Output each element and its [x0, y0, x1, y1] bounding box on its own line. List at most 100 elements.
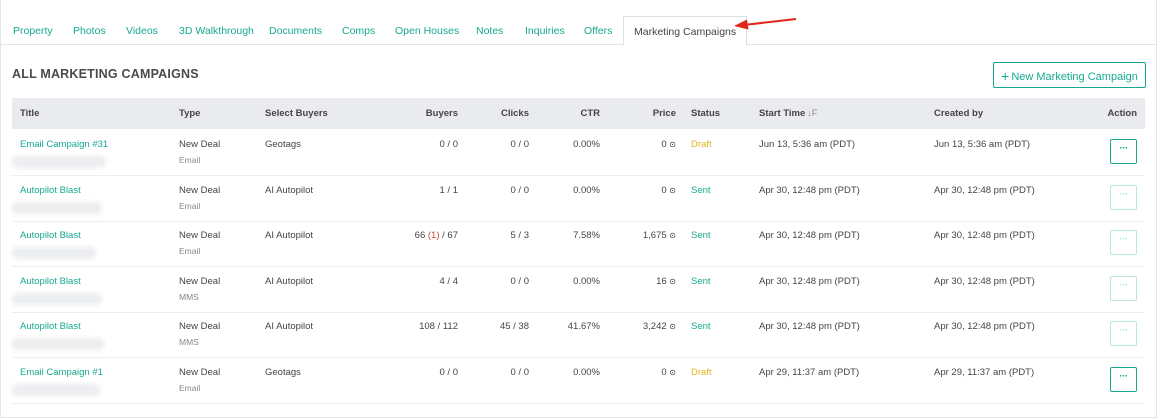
- select-buyers-value: AI Autopilot: [265, 276, 314, 287]
- tab-3d-walkthrough[interactable]: 3D Walkthrough: [179, 25, 254, 37]
- campaign-channel: Email: [179, 201, 201, 211]
- created-by-value: Apr 30, 12:48 pm (PDT): [934, 185, 1035, 196]
- campaign-title-link[interactable]: Autopilot Blast: [20, 230, 81, 241]
- col-start-time[interactable]: Start Time ↓F: [759, 98, 817, 129]
- clicks-value: 5 / 3: [510, 230, 530, 241]
- price-value: 16 ⊙: [656, 276, 676, 287]
- table-row[interactable]: Autopilot Blast New Deal Email AI Autopilot…: [12, 176, 1145, 222]
- row-actions-button[interactable]: ···: [1110, 276, 1137, 301]
- coin-icon: ⊙: [669, 140, 676, 149]
- row-actions-button[interactable]: ···: [1110, 321, 1137, 346]
- campaign-title-link[interactable]: Autopilot Blast: [20, 321, 81, 332]
- ctr-value: 0.00%: [573, 367, 600, 378]
- col-created-by[interactable]: Created by: [934, 108, 984, 119]
- price-value: 0 ⊙: [661, 185, 676, 196]
- status-badge: Draft: [691, 367, 712, 378]
- col-select-buyers[interactable]: Select Buyers: [265, 108, 328, 119]
- buyers-highlight: (1): [427, 230, 440, 241]
- redacted-text: [14, 204, 100, 212]
- start-time-value: Apr 29, 11:37 am (PDT): [759, 367, 860, 378]
- tab-videos[interactable]: Videos: [126, 25, 158, 37]
- new-campaign-label: New Marketing Campaign: [1011, 71, 1138, 83]
- price-value: 0 ⊙: [661, 367, 676, 378]
- col-ctr[interactable]: CTR: [580, 108, 600, 119]
- row-actions-button[interactable]: ···: [1110, 139, 1137, 164]
- table-row[interactable]: Autopilot Blast New Deal MMS AI Autopilot 10…: [12, 312, 1145, 358]
- col-start-time-label: Start Time: [759, 108, 806, 119]
- col-status[interactable]: Status: [691, 108, 721, 119]
- campaign-title-link[interactable]: Email Campaign #1: [20, 367, 103, 378]
- tab-photos[interactable]: Photos: [73, 25, 106, 37]
- redacted-text: [14, 386, 98, 394]
- select-buyers-value: Geotags: [265, 367, 301, 378]
- campaign-type: New Deal: [179, 367, 221, 378]
- select-buyers-value: AI Autopilot: [265, 230, 314, 241]
- campaign-channel: Email: [179, 155, 201, 165]
- tab-inquiries[interactable]: Inquiries: [525, 25, 565, 37]
- table-row[interactable]: Autopilot Blast New Deal MMS AI Autopilot 4 …: [12, 267, 1145, 313]
- tab-notes[interactable]: Notes: [476, 25, 504, 37]
- select-buyers-value: AI Autopilot: [265, 321, 314, 332]
- tab-comps[interactable]: Comps: [342, 25, 376, 37]
- start-time-value: Apr 30, 12:48 pm (PDT): [759, 185, 860, 196]
- row-actions-button[interactable]: ···: [1110, 185, 1137, 210]
- coin-icon: ⊙: [669, 231, 676, 240]
- tab-offers[interactable]: Offers: [584, 25, 613, 37]
- campaign-type: New Deal: [179, 321, 221, 332]
- start-time-value: Apr 30, 12:48 pm (PDT): [759, 276, 860, 287]
- buyers-value: 108 / 112: [419, 321, 458, 332]
- tab-marketing-campaigns[interactable]: Marketing Campaigns: [623, 16, 748, 46]
- coin-icon: ⊙: [669, 322, 676, 331]
- price-value: 1,675 ⊙: [642, 230, 676, 241]
- start-time-value: Jun 13, 5:36 am (PDT): [759, 139, 856, 150]
- ctr-value: 0.00%: [573, 139, 600, 150]
- created-by-value: Apr 30, 12:48 pm (PDT): [934, 230, 1035, 241]
- redacted-text: [14, 158, 104, 166]
- buyers-value: 0 / 0: [439, 139, 458, 150]
- ctr-value: 0.00%: [573, 185, 600, 196]
- page-title: ALL MARKETING CAMPAIGNS: [12, 67, 199, 81]
- start-time-value: Apr 30, 12:48 pm (PDT): [759, 230, 860, 241]
- redacted-text: [14, 295, 100, 303]
- campaign-type: New Deal: [179, 139, 221, 150]
- row-actions-button[interactable]: ···: [1110, 230, 1137, 255]
- coin-icon: ⊙: [669, 277, 676, 286]
- plus-icon: +: [1001, 68, 1010, 84]
- clicks-value: 45 / 38: [499, 321, 529, 332]
- tab-bar: Property Photos Videos 3D Walkthrough Do…: [0, 16, 1157, 46]
- created-by-value: Apr 29, 11:37 am (PDT): [934, 367, 1035, 378]
- col-clicks[interactable]: Clicks: [501, 108, 529, 119]
- created-by-value: Jun 13, 5:36 am (PDT): [934, 139, 1031, 150]
- status-badge: Sent: [691, 230, 711, 241]
- tab-open-houses[interactable]: Open Houses: [395, 25, 460, 37]
- ctr-value: 0.00%: [573, 276, 600, 287]
- col-price[interactable]: Price: [652, 108, 676, 119]
- clicks-value: 0 / 0: [510, 276, 530, 287]
- campaign-channel: Email: [179, 383, 201, 393]
- price-value: 0 ⊙: [661, 139, 676, 150]
- campaign-channel: MMS: [179, 337, 199, 347]
- table-row[interactable]: Autopilot Blast New Deal Email AI Autopilot…: [12, 221, 1145, 267]
- clicks-value: 0 / 0: [510, 367, 530, 378]
- campaign-type: New Deal: [179, 185, 221, 196]
- campaign-channel: MMS: [179, 292, 199, 302]
- campaign-title-link[interactable]: Email Campaign #31: [20, 139, 109, 150]
- col-action: Action: [1107, 108, 1137, 119]
- table-header: Title Type Select Buyers Buyers Clicks C…: [12, 98, 1145, 129]
- tab-documents[interactable]: Documents: [269, 25, 323, 37]
- col-buyers[interactable]: Buyers: [425, 108, 458, 119]
- tab-property[interactable]: Property: [13, 25, 53, 37]
- col-title[interactable]: Title: [20, 108, 40, 119]
- campaign-channel: Email: [179, 246, 201, 256]
- redacted-text: [14, 249, 94, 257]
- created-by-value: Apr 30, 12:48 pm (PDT): [934, 276, 1035, 287]
- row-actions-button[interactable]: ···: [1110, 367, 1137, 392]
- campaign-title-link[interactable]: Autopilot Blast: [20, 276, 81, 287]
- table-row[interactable]: Email Campaign #1 New Deal Email Geotags 0 /…: [12, 358, 1145, 404]
- table-row[interactable]: Email Campaign #31 New Deal Email Geotags 0 …: [12, 130, 1145, 176]
- sort-icon[interactable]: ↓F: [807, 108, 818, 118]
- new-marketing-campaign-button[interactable]: + New Marketing Campaign: [993, 62, 1146, 88]
- campaign-title-link[interactable]: Autopilot Blast: [20, 185, 81, 196]
- clicks-value: 0 / 0: [510, 139, 530, 150]
- col-type[interactable]: Type: [179, 108, 201, 119]
